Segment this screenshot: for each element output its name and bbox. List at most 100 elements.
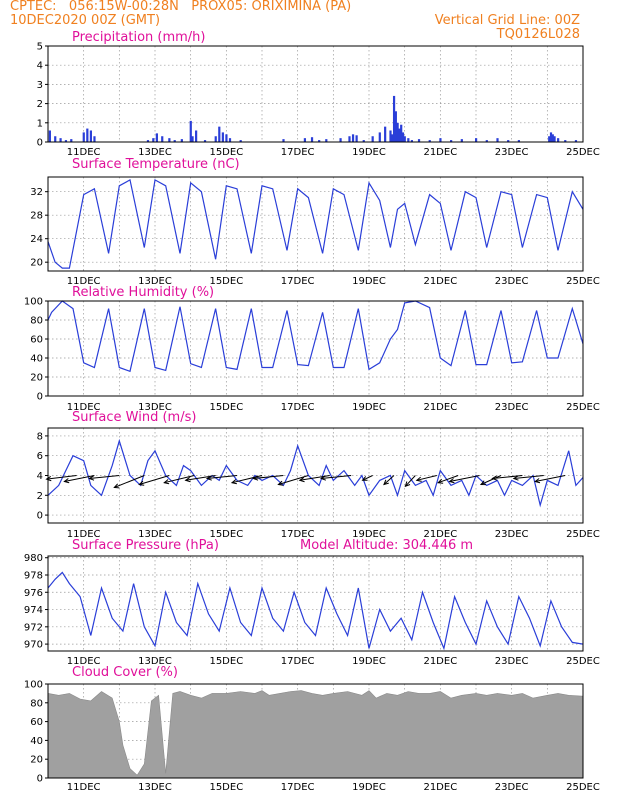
cloud-cover-xtick-label: 19DEC xyxy=(352,782,386,793)
precipitation-bar xyxy=(54,136,57,142)
precipitation-xtick-label: 19DEC xyxy=(352,147,386,158)
precipitation-bar xyxy=(89,130,92,142)
pressure-annotation: Model Altitude: 304.446 m xyxy=(300,538,473,553)
wind-ytick-label: 0 xyxy=(37,511,43,522)
pressure-xtick-label: 17DEC xyxy=(281,656,315,667)
wind-vector-head xyxy=(448,478,455,484)
wind-ytick-label: 4 xyxy=(37,471,43,482)
pressure-ytick-label: 978 xyxy=(24,571,43,582)
wind-vector-head xyxy=(512,475,519,481)
pressure-xtick-label: 19DEC xyxy=(352,656,386,667)
humidity-series-line xyxy=(47,300,584,373)
humidity-xtick-label: 23DEC xyxy=(495,402,529,413)
precipitation-bar xyxy=(428,140,431,142)
precipitation-bar xyxy=(173,140,176,142)
precipitation-ytick-label: 4 xyxy=(37,61,43,72)
pressure-frame xyxy=(47,555,584,652)
temperature-xtick-label: 13DEC xyxy=(138,276,172,287)
precipitation-bar xyxy=(450,140,453,142)
precipitation-bar xyxy=(517,140,520,142)
precipitation-bar xyxy=(303,138,306,142)
wind-vector-head xyxy=(230,479,237,485)
precipitation-bar xyxy=(355,135,358,142)
wind-vector xyxy=(321,475,352,479)
precipitation-bar xyxy=(70,139,73,142)
wind-vector xyxy=(416,475,437,481)
wind-vector-head xyxy=(383,479,389,486)
pressure-series-line xyxy=(47,571,584,651)
precipitation-bar xyxy=(86,128,89,142)
wind-xtick-label: 13DEC xyxy=(138,529,172,540)
precipitation-bar xyxy=(401,132,405,142)
wind-vector-head xyxy=(415,476,422,482)
temperature-xtick-label: 11DEC xyxy=(67,276,101,287)
pressure-ytick-label: 980 xyxy=(24,553,43,564)
cloud-cover-xtick-label: 23DEC xyxy=(495,782,529,793)
wind-vector-head xyxy=(320,475,327,481)
precipitation-bar xyxy=(348,136,351,142)
precipitation-bar xyxy=(351,134,355,142)
precipitation-bar xyxy=(152,138,155,142)
header-grid-note: Vertical Grid Line: 00Z xyxy=(434,13,580,28)
precipitation-bar xyxy=(228,138,232,142)
humidity-ytick-label: 20 xyxy=(30,373,43,384)
precipitation-ytick-label: 2 xyxy=(37,99,43,110)
wind-ytick-label: 8 xyxy=(37,431,43,442)
cloud-cover-xtick-label: 21DEC xyxy=(423,782,457,793)
wind-vector-head xyxy=(45,475,52,482)
precipitation-bar xyxy=(507,140,510,142)
temperature-ytick-label: 32 xyxy=(30,187,43,198)
temperature-ytick-label: 20 xyxy=(30,258,43,269)
wind-vector xyxy=(362,475,373,481)
precipitation-bar xyxy=(214,136,217,142)
wind-xtick-label: 19DEC xyxy=(352,529,386,540)
precipitation-bar xyxy=(384,126,387,142)
precipitation-bar xyxy=(282,139,285,142)
precipitation-bar xyxy=(93,136,96,142)
precipitation-xtick-label: 21DEC xyxy=(423,147,457,158)
precipitation-bar xyxy=(553,136,556,142)
wind-vector xyxy=(278,475,309,485)
wind-xtick-label: 23DEC xyxy=(495,529,529,540)
precipitation-bar xyxy=(398,128,401,142)
humidity-ytick-label: 80 xyxy=(30,316,43,327)
cloud-cover-ytick-label: 0 xyxy=(37,774,43,785)
cloud-cover-ytick-label: 80 xyxy=(30,698,43,709)
precipitation-bar xyxy=(396,122,399,142)
precipitation-bar xyxy=(371,136,374,142)
precipitation-bar xyxy=(155,133,158,142)
wind-vector-head xyxy=(277,480,284,486)
wind-vector-head xyxy=(184,477,191,483)
precipitation-bar xyxy=(485,140,488,142)
humidity-ytick-label: 40 xyxy=(30,354,43,365)
precipitation-bar xyxy=(203,140,207,142)
wind-vector xyxy=(64,475,95,482)
precipitation-bar xyxy=(574,140,578,142)
temperature-xtick-label: 19DEC xyxy=(352,276,386,287)
precipitation-bar xyxy=(557,138,560,142)
header-station: CPTEC: 056:15W-00:28N PROX05: ORIXIMINA … xyxy=(10,0,352,14)
wind-vector xyxy=(404,475,416,487)
cloud-cover-xtick-label: 17DEC xyxy=(281,782,315,793)
precipitation-bar xyxy=(59,138,62,142)
wind-vector xyxy=(164,475,195,484)
precipitation-bar xyxy=(403,136,406,142)
wind-vector-head xyxy=(252,475,259,481)
precipitation-bar xyxy=(378,132,381,142)
precipitation-xtick-label: 11DEC xyxy=(67,147,101,158)
cloud-cover-ytick-label: 40 xyxy=(30,736,43,747)
wind-vector-head xyxy=(298,477,305,483)
precipitation-bar xyxy=(551,134,554,142)
precipitation-frame xyxy=(47,45,584,143)
precipitation-bar xyxy=(146,140,150,142)
precipitation-bar xyxy=(168,138,171,142)
precipitation-xtick-label: 13DEC xyxy=(138,147,172,158)
humidity-xtick-label: 17DEC xyxy=(281,402,315,413)
wind-vector-head xyxy=(205,475,212,481)
precipitation-bar xyxy=(339,138,342,142)
wind-vector xyxy=(114,475,145,488)
wind-vector-head xyxy=(138,480,145,486)
pressure-xtick-label: 23DEC xyxy=(495,656,529,667)
cloud-cover-ytick-label: 60 xyxy=(30,717,43,728)
precipitation-ytick-label: 3 xyxy=(37,80,43,91)
